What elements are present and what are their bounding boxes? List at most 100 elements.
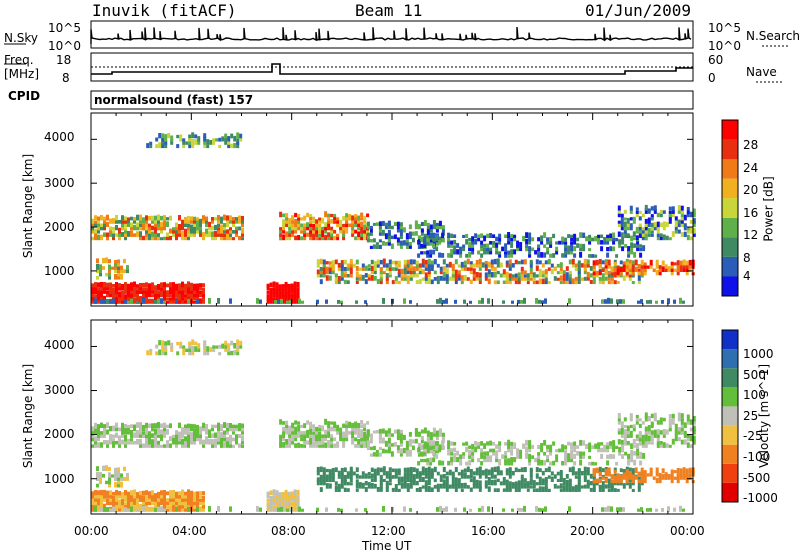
power-cell-1827 — [206, 139, 210, 145]
velocity-cell-1707 — [647, 427, 651, 432]
velocity-cell-497 — [196, 424, 199, 429]
velocity-cell-1680 — [635, 437, 639, 442]
power-cell-1065 — [457, 274, 461, 278]
velocity-cell-314 — [126, 475, 129, 481]
velocity-cell-71 — [127, 496, 130, 502]
velocity-cell-594 — [288, 432, 292, 438]
velocity-cell-1168 — [535, 488, 539, 492]
power-cell-206 — [199, 298, 202, 304]
velocity-cell-644 — [312, 424, 316, 429]
velocity-cell-236 — [275, 497, 279, 502]
velocity-cell-1685 — [638, 440, 642, 445]
velocity-cell-890 — [334, 485, 338, 489]
power-cell-1278 — [616, 273, 620, 278]
velocity-cell-1204 — [565, 488, 569, 492]
power-cell-1870 — [217, 298, 220, 304]
power-cell-586 — [285, 231, 289, 237]
velocity-cell-1232 — [583, 470, 587, 476]
velocity-cell-942 — [373, 472, 377, 479]
power-cell-841 — [429, 227, 433, 233]
power-cell-631 — [309, 231, 313, 237]
velocity-cell-1001 — [412, 480, 416, 486]
power-cell-1612 — [655, 269, 659, 276]
velocity-cell-1861 — [142, 506, 145, 512]
velocity-cell-350 — [112, 442, 115, 448]
velocity-cell-1041 — [439, 478, 443, 482]
power-cell-1586 — [622, 268, 626, 272]
power-cell-556 — [232, 223, 235, 227]
velocity-cell-608 — [294, 420, 298, 425]
velocity-cell-1053 — [448, 469, 452, 476]
power-cell-1885 — [355, 300, 358, 304]
power-cell-298 — [114, 274, 117, 280]
power-cell-142 — [166, 297, 169, 301]
velocity-cell-104 — [145, 503, 148, 509]
power-cell-801 — [405, 244, 409, 249]
power-cell-1351 — [453, 245, 457, 252]
velocity-cell-1051 — [445, 471, 449, 476]
velocity-cell-459 — [178, 441, 181, 445]
power-cell-440 — [163, 226, 166, 231]
velocity-cell-54 — [118, 492, 121, 499]
velocity-cell-1038 — [436, 483, 440, 489]
velocity-cell-925 — [358, 475, 362, 479]
velocity-cell-1504 — [585, 443, 589, 449]
velocity-cell-507 — [205, 441, 208, 445]
velocity-cell-1837 — [224, 340, 228, 346]
velocity-cell-1696 — [644, 442, 648, 448]
power-cell-471 — [184, 228, 187, 234]
power-cell-1368 — [468, 237, 472, 242]
nsky-panel-frame — [90, 20, 694, 49]
velocity-cell-1787 — [149, 348, 153, 352]
velocity-cell-924 — [358, 482, 362, 486]
power-cell-936 — [370, 275, 374, 281]
velocity-cell-943 — [373, 471, 377, 476]
velocity-cell-729 — [360, 438, 364, 445]
velocity-cell-1686 — [638, 437, 642, 442]
velocity-cell-20 — [100, 500, 103, 506]
velocity-cell-569 — [241, 439, 244, 445]
velocity-cell-495 — [196, 429, 199, 435]
velocity-cell-553 — [229, 423, 232, 428]
nsky-tick-bottom: 10^0 — [48, 39, 81, 53]
velocity-cell-1208 — [568, 488, 572, 492]
power-cell-704 — [345, 219, 349, 224]
velocity-cell-1045 — [442, 474, 446, 479]
power-cell-1387 — [483, 235, 487, 242]
power-cell-1552 — [633, 243, 637, 248]
velocity-cell-1918 — [637, 508, 640, 512]
power-cell-1812 — [188, 138, 192, 145]
velocity-cell-1326 — [429, 460, 433, 466]
power-cell-1391 — [486, 233, 490, 238]
power-cell-1686 — [638, 229, 642, 234]
power-cell-663 — [324, 234, 328, 241]
velocity-cell-1621 — [664, 472, 668, 477]
power-cell-1183 — [544, 269, 548, 275]
power-cell-89 — [136, 288, 139, 294]
velocity-cell-1108 — [490, 479, 494, 486]
power-cell-414 — [148, 223, 151, 228]
velocity-cell-1120 — [499, 481, 503, 486]
power-cell-565 — [238, 226, 241, 231]
power-cell-1369 — [471, 249, 475, 255]
power-cell-120 — [154, 294, 157, 301]
power-cell-1877 — [286, 300, 289, 304]
velocity-cell-1318 — [423, 458, 427, 463]
velocity-cell-952 — [379, 474, 383, 479]
velocity-cell-262 — [287, 491, 291, 496]
velocity-cell-992 — [406, 474, 410, 479]
power-cell-385 — [133, 224, 136, 231]
velocity-cell-712 — [351, 432, 355, 438]
velocity-cell-1809 — [182, 345, 186, 349]
power-cell-302 — [114, 260, 117, 264]
velocity-cell-1705 — [647, 435, 651, 442]
power-cell-775 — [384, 222, 388, 226]
velocity-cell-780 — [387, 431, 391, 437]
velocity-cell-1356 — [459, 460, 463, 466]
velocity-cell-1370 — [471, 455, 475, 459]
velocity-cell-1229 — [583, 484, 587, 489]
velocity-cell-1021 — [424, 474, 428, 479]
velocity-cell-1346 — [450, 456, 454, 463]
velocity-cell-1161 — [529, 478, 533, 483]
velocity-cell-92 — [139, 507, 142, 512]
